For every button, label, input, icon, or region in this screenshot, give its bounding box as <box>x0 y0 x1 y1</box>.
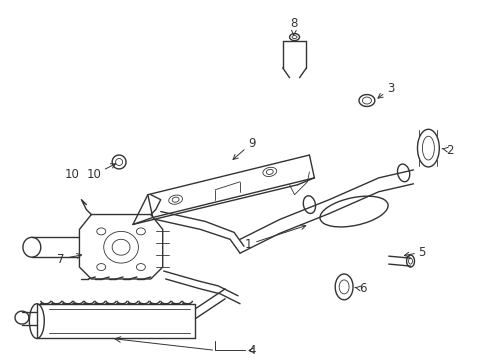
Text: 2: 2 <box>441 144 453 157</box>
Text: 5: 5 <box>404 246 425 259</box>
Text: 8: 8 <box>290 17 297 35</box>
Text: 10: 10 <box>64 168 79 181</box>
Text: 1: 1 <box>244 225 305 251</box>
Text: 10: 10 <box>86 164 116 181</box>
Text: 3: 3 <box>377 82 393 98</box>
Text: 7: 7 <box>57 253 81 266</box>
Text: 6: 6 <box>354 282 366 295</box>
Text: 9: 9 <box>233 137 255 159</box>
Text: 4: 4 <box>247 344 255 357</box>
